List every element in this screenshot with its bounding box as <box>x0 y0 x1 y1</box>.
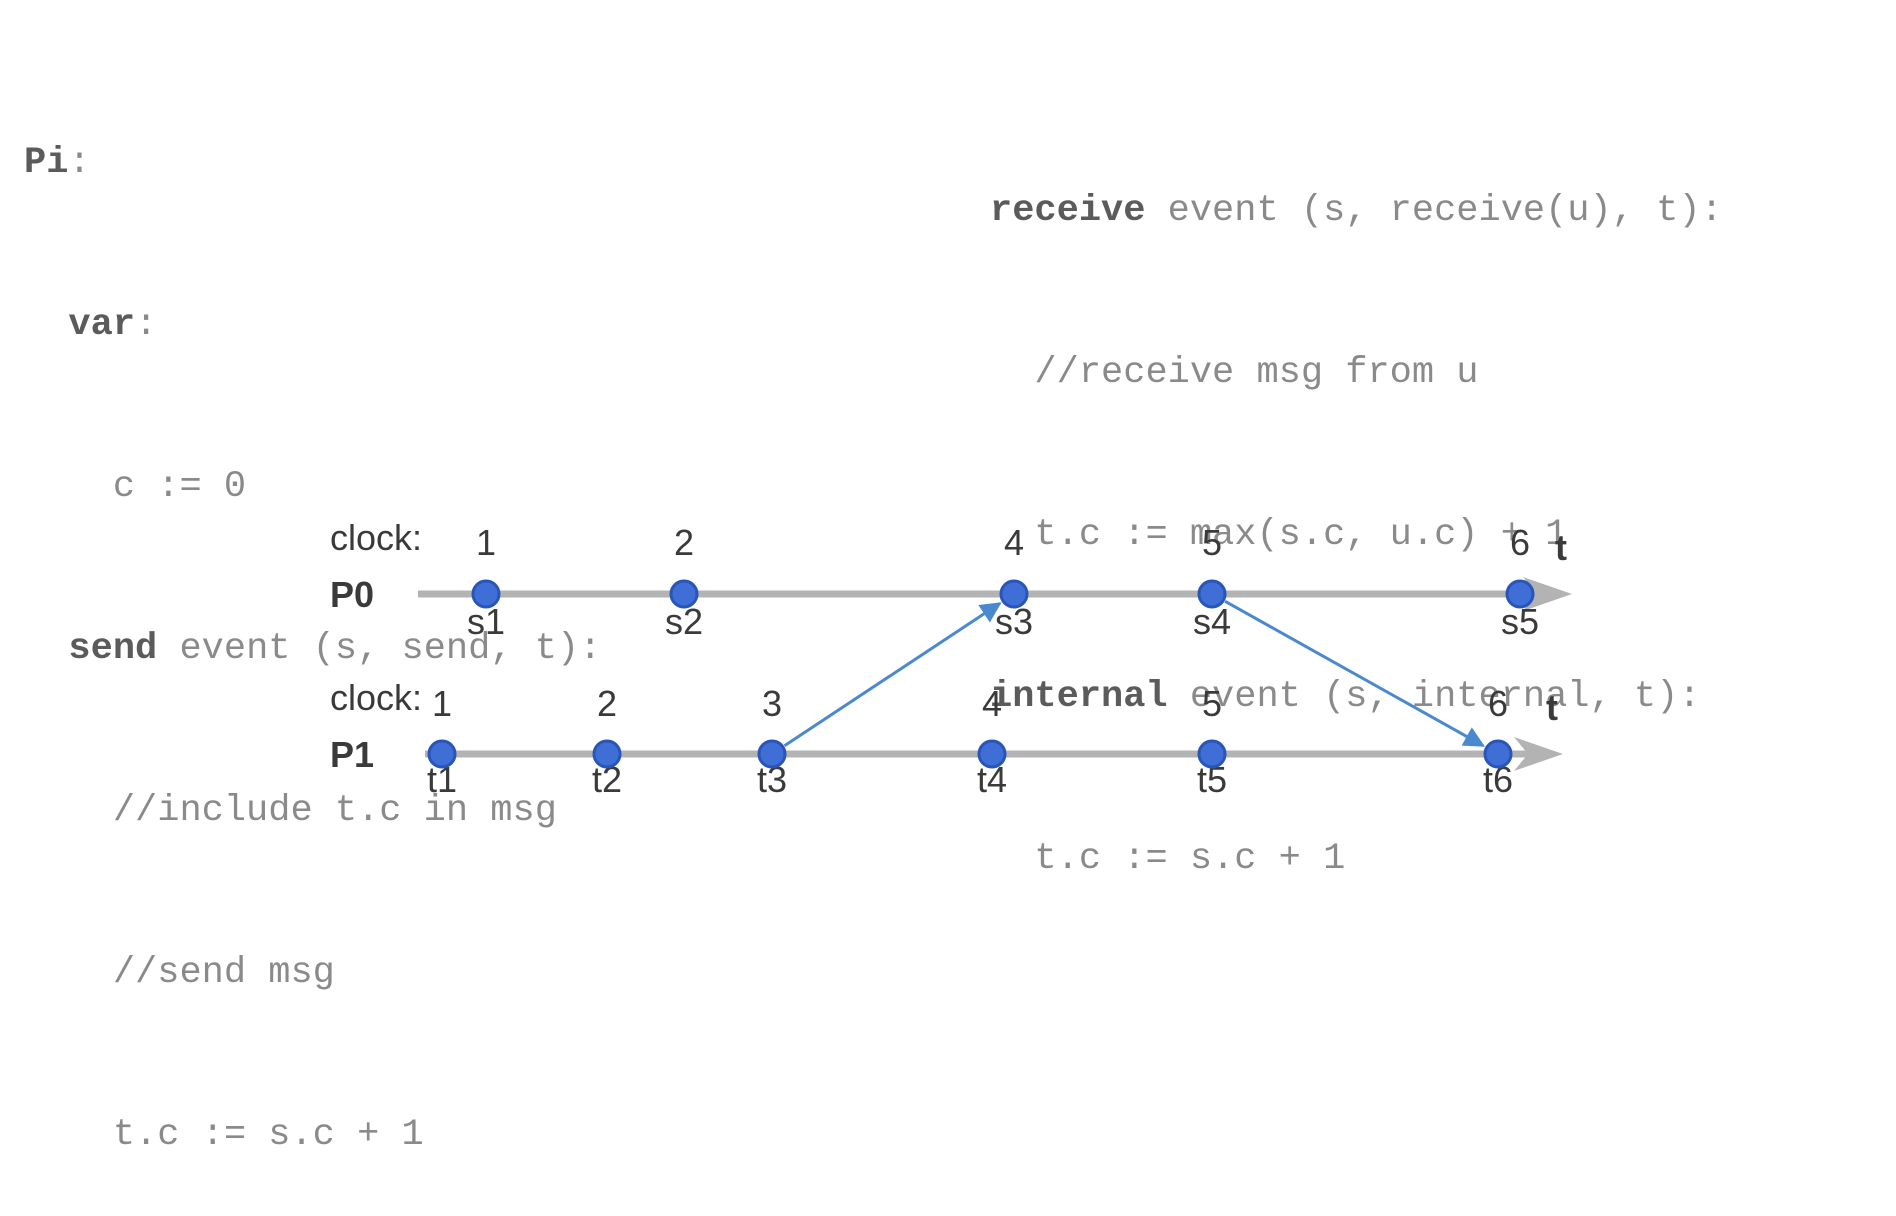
event-dot-t5 <box>1197 739 1227 769</box>
event-dot-s2 <box>669 579 699 609</box>
internal-signature: event (s, internal, t): <box>1167 676 1701 718</box>
timeline-arrowhead <box>1514 737 1563 771</box>
header-colon: : <box>68 142 91 184</box>
event-dot-t1 <box>427 739 457 769</box>
clock-value: 2 <box>674 522 694 563</box>
message-arrow-s4-t6 <box>1224 600 1485 748</box>
clock-value: 6 <box>1488 683 1508 724</box>
receive-body-line: //receive msg from u <box>1034 352 1479 394</box>
event-dot-s1 <box>471 579 501 609</box>
receive-body-line: t.c := max(s.c, u.c) + 1 <box>1034 514 1568 556</box>
clock-value: 1 <box>476 522 496 563</box>
event-dot-t4 <box>977 739 1007 769</box>
send-body-line: //send msg <box>112 952 335 994</box>
message-arrow-t3-s3 <box>783 602 1002 747</box>
code-line-header: Pi: <box>24 136 601 190</box>
init-statement: c := 0 <box>112 466 247 508</box>
code-line-send-body-2: //send msg <box>24 946 601 1000</box>
timeline-arrowhead <box>1523 577 1572 611</box>
code-line-send-body-3: t.c := s.c + 1 <box>24 1108 601 1162</box>
lamport-clock-diagram: tclock:P01s12s24s35s46s5tclock:P11t12t23… <box>330 517 1572 800</box>
send-body-line: t.c := s.c + 1 <box>112 1114 424 1156</box>
event-dot-t6 <box>1483 739 1513 769</box>
keyword-send: send <box>68 628 158 670</box>
process-label-p0: P0 <box>330 574 374 615</box>
clock-value: 4 <box>1004 522 1024 563</box>
clock-value: 5 <box>1202 522 1222 563</box>
process-label-p1: P1 <box>330 734 374 775</box>
keyword-receive: receive <box>990 190 1146 232</box>
clock-value: 6 <box>1510 522 1530 563</box>
clock-label: clock: <box>330 517 422 558</box>
clock-value: 5 <box>1202 683 1222 724</box>
code-line-internal-body-1: t.c := s.c + 1 <box>990 832 1723 886</box>
time-axis-label: t <box>1555 527 1567 568</box>
event-dot-s4 <box>1197 579 1227 609</box>
var-colon: : <box>135 304 158 346</box>
code-line-receive-body-1: //receive msg from u <box>990 346 1723 400</box>
code-line-receive: receive event (s, receive(u), t): <box>990 184 1723 238</box>
internal-body-line: t.c := s.c + 1 <box>1034 838 1346 880</box>
code-line-send: send event (s, send, t): <box>24 622 601 676</box>
clock-value: 3 <box>762 683 782 724</box>
event-dot-t3 <box>757 739 787 769</box>
event-dot-s3 <box>999 579 1029 609</box>
clock-value: 2 <box>597 683 617 724</box>
event-dot-s5 <box>1505 579 1535 609</box>
keyword-pi: Pi <box>24 142 69 184</box>
receive-signature: event (s, receive(u), t): <box>1145 190 1723 232</box>
clock-label: clock: <box>330 677 422 718</box>
time-axis-label: t <box>1546 687 1558 728</box>
code-line-init: c := 0 <box>24 460 601 514</box>
clock-value: 4 <box>982 683 1002 724</box>
keyword-var: var <box>68 304 136 346</box>
clock-value: 1 <box>432 683 452 724</box>
event-dot-t2 <box>592 739 622 769</box>
code-line-internal: internal event (s, internal, t): <box>990 670 1723 724</box>
code-line-receive-body-2: t.c := max(s.c, u.c) + 1 <box>990 508 1723 562</box>
send-signature: event (s, send, t): <box>157 628 602 670</box>
code-line-var: var: <box>24 298 601 352</box>
keyword-internal: internal <box>990 676 1168 718</box>
